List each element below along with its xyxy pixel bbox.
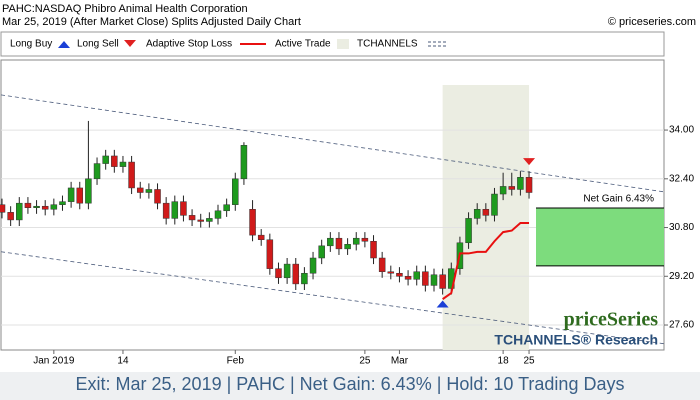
legend-label: Long Buy [10, 39, 52, 50]
legend-label: TCHANNELS [357, 39, 418, 50]
candle-body [249, 209, 256, 236]
candle-body [33, 205, 40, 208]
x-tick-label: Jan 2019 [33, 356, 75, 367]
candle-body [318, 245, 325, 259]
candle-body [473, 209, 481, 219]
candle-body [180, 201, 187, 216]
candle-body [59, 201, 66, 205]
net-gain-label: Net Gain 6.43% [583, 194, 654, 205]
candle-body [162, 202, 170, 219]
x-tick-label: 14 [117, 356, 129, 367]
candle-body [214, 210, 222, 219]
candle-body [145, 189, 153, 193]
candle-body [352, 237, 360, 245]
y-tick-label: 27.60 [669, 320, 694, 331]
candle-body [76, 187, 84, 204]
chart-subtitle: Mar 25, 2019 (After Market Close) Splits… [2, 16, 301, 28]
candle-body [292, 263, 300, 285]
watermark-sub: TCHANNELS® Research [494, 332, 658, 348]
candle-body [327, 237, 334, 247]
y-tick-label: 30.80 [669, 222, 694, 233]
candle-body [387, 271, 395, 274]
legend-label: Adaptive Stop Loss [146, 39, 232, 50]
legend-label: Long Sell [77, 39, 119, 50]
footer-band [0, 372, 700, 400]
candle-body [16, 202, 23, 221]
candle-body [206, 218, 213, 222]
candle-body [404, 276, 412, 280]
candle-body [439, 274, 446, 289]
candle-body [223, 204, 230, 212]
candle-body [257, 234, 265, 240]
candle-body [232, 178, 239, 205]
candle-body [240, 145, 248, 180]
candle-body [67, 187, 75, 202]
candle-body [93, 163, 101, 180]
candle-body [0, 204, 6, 213]
candle-body [309, 257, 317, 274]
candle-body [41, 205, 49, 210]
watermark: priceSeries [564, 309, 659, 331]
candle-body [396, 272, 403, 277]
candle-body [430, 274, 438, 286]
candle-body [266, 239, 274, 269]
candle-body [301, 272, 308, 285]
y-tick-label: 34.00 [669, 125, 694, 136]
candle-body [361, 237, 369, 242]
candle-body [508, 186, 516, 190]
x-tick-label: 25 [359, 356, 371, 367]
candle-body [465, 218, 472, 244]
legend-trade-icon [337, 39, 349, 49]
x-tick-label: Feb [227, 356, 245, 367]
candle-body [370, 241, 377, 259]
candle-body [378, 257, 386, 272]
candle-body [344, 244, 351, 250]
legend-sell-icon [124, 40, 136, 47]
chart-title: PAHC:NASDAQ Phibro Animal Health Corpora… [2, 3, 248, 15]
candle-body [188, 215, 196, 221]
footer: Exit: Mar 25, 2019 | PAHC | Net Gain: 6.… [76, 374, 625, 394]
candle-body [283, 263, 291, 279]
x-tick-label: 25 [523, 356, 535, 367]
buy-arrow [436, 300, 449, 308]
candle-body [136, 187, 144, 193]
sell-arrow [523, 158, 536, 166]
plot-area [0, 59, 665, 351]
candle-body [7, 212, 14, 221]
net-gain-box [536, 208, 664, 266]
candle-body [171, 201, 179, 219]
candle-body [85, 178, 92, 204]
candle-body [102, 155, 109, 164]
candle-body [154, 189, 161, 204]
legend-buy-icon [58, 41, 70, 48]
candle-body [335, 237, 343, 250]
candle-body [422, 271, 429, 286]
candle-body [24, 202, 32, 208]
candle-body [525, 177, 533, 193]
candle-body [499, 186, 507, 195]
candle-body [50, 204, 58, 210]
candle-body [128, 161, 135, 189]
x-tick-label: 18 [498, 356, 510, 367]
candle-body [491, 193, 498, 216]
source: © priceseries.com [608, 16, 696, 28]
y-tick-label: 32.40 [669, 173, 694, 184]
candle-body [275, 268, 282, 279]
candle-body [111, 155, 118, 167]
candle-body [413, 271, 420, 280]
x-tick-label: Mar [391, 356, 409, 367]
candle-body [482, 209, 490, 216]
candle-body [119, 161, 127, 167]
legend-box [0, 31, 665, 57]
stop-loss-line [442, 221, 530, 300]
candle-body [197, 219, 204, 222]
legend-label: Active Trade [275, 39, 331, 50]
candle-body [517, 177, 524, 190]
y-tick-label: 29.20 [669, 271, 694, 282]
